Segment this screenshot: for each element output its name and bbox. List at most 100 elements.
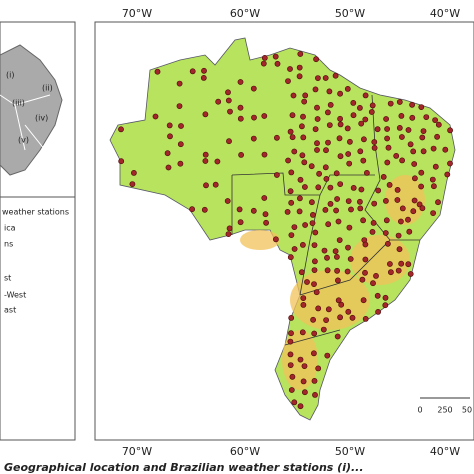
- station-dot: [325, 306, 332, 313]
- station-dot: [396, 99, 403, 105]
- station-dot: [394, 197, 401, 203]
- station-dot: [250, 85, 257, 92]
- lon-label-bottom: 70°W: [122, 445, 152, 458]
- station-dot: [346, 224, 353, 231]
- station-dot: [297, 176, 304, 183]
- station-dot: [312, 86, 319, 93]
- legend-label: ast: [4, 306, 16, 315]
- station-dot: [360, 157, 367, 164]
- station-dot: [301, 363, 308, 369]
- station-dot: [296, 64, 303, 71]
- brazil: [109, 37, 456, 421]
- station-dot: [375, 187, 382, 194]
- station-dot: [362, 315, 369, 322]
- station-dot: [345, 244, 351, 251]
- station-dot: [395, 232, 402, 239]
- station-dot: [324, 109, 331, 116]
- station-dot: [201, 67, 207, 74]
- lon-label-bottom: 40°W: [430, 445, 460, 458]
- station-dot: [314, 116, 321, 122]
- station-dot: [299, 152, 306, 159]
- station-dot: [405, 127, 412, 133]
- station-dot: [315, 305, 322, 312]
- station-dot: [323, 147, 329, 154]
- station-dot: [337, 181, 344, 187]
- station-dot: [226, 138, 232, 145]
- station-dot: [237, 219, 244, 226]
- station-dot: [225, 231, 232, 237]
- station-dot: [189, 206, 195, 213]
- station-dot: [287, 362, 294, 368]
- station-dot: [374, 292, 381, 299]
- station-dot: [362, 256, 369, 263]
- station-dot: [407, 271, 414, 277]
- station-dot: [368, 109, 375, 115]
- station-dot: [336, 237, 343, 243]
- station-dot: [348, 206, 354, 213]
- station-dot: [346, 138, 353, 145]
- legend-label: st: [4, 274, 11, 283]
- station-dot: [237, 104, 244, 111]
- station-dot: [369, 228, 376, 235]
- station-dot: [416, 201, 423, 208]
- station-dot: [297, 51, 304, 57]
- station-dot: [409, 114, 416, 121]
- station-dot: [396, 125, 403, 131]
- station-dot: [362, 269, 368, 276]
- station-dot: [356, 105, 363, 111]
- station-dot: [300, 378, 307, 385]
- lon-label-bottom: 60°W: [230, 445, 260, 458]
- station-dot: [296, 208, 303, 215]
- station-dot: [289, 373, 296, 380]
- station-dot: [301, 389, 308, 396]
- station-dot: [432, 163, 439, 170]
- station-dot: [382, 230, 389, 236]
- station-dot: [261, 195, 268, 201]
- station-dot: [371, 139, 378, 145]
- station-dot: [337, 153, 344, 160]
- station-dot: [165, 164, 172, 171]
- station-dot: [284, 208, 291, 215]
- station-dot: [380, 173, 387, 180]
- lon-label-top: 60°W: [230, 7, 260, 20]
- station-dot: [373, 272, 379, 279]
- station-dot: [300, 134, 307, 141]
- station-dot: [363, 169, 370, 176]
- station-dot: [302, 222, 308, 228]
- station-dot: [387, 100, 394, 107]
- station-dot: [369, 102, 376, 109]
- station-dot: [203, 182, 209, 189]
- station-dot: [411, 175, 418, 182]
- station-dot: [130, 169, 137, 176]
- station-dot: [347, 256, 354, 262]
- station-dot: [288, 330, 294, 337]
- station-dot: [202, 151, 209, 158]
- station-dot: [177, 160, 184, 167]
- station-dot: [237, 79, 244, 85]
- station-dot: [423, 114, 430, 120]
- inset-label: (ii): [42, 84, 53, 93]
- station-dot: [324, 352, 331, 359]
- station-dot: [315, 184, 322, 191]
- station-dot: [447, 160, 453, 167]
- station-dot: [152, 113, 159, 120]
- station-dot: [225, 97, 232, 104]
- station-dot: [375, 308, 381, 315]
- station-dot: [288, 387, 295, 393]
- station-dot: [396, 246, 403, 253]
- station-dot: [398, 260, 405, 267]
- station-dot: [420, 128, 427, 134]
- station-dot: [419, 134, 426, 141]
- station-dot: [370, 219, 377, 226]
- station-dot: [435, 199, 441, 206]
- station-dot: [272, 236, 279, 243]
- station-dot: [430, 183, 437, 190]
- station-dot: [434, 133, 440, 140]
- station-dot: [314, 104, 320, 111]
- station-dot: [214, 158, 221, 165]
- region-borders: [231, 94, 420, 346]
- station-dot: [164, 150, 171, 157]
- station-dot: [430, 145, 437, 152]
- station-dot: [200, 75, 207, 81]
